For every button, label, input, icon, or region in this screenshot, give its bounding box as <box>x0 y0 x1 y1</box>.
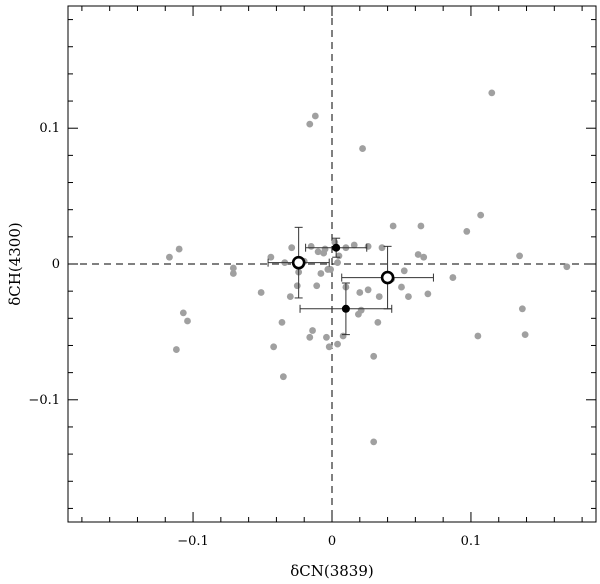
data-point <box>350 241 358 249</box>
data-point <box>166 253 173 261</box>
data-point <box>356 289 364 296</box>
y-tick-label: 0.1 <box>39 121 60 136</box>
data-point <box>414 251 422 258</box>
data-point <box>334 259 341 267</box>
data-point <box>334 340 341 348</box>
x-tick-label: −0.1 <box>177 534 209 549</box>
data-point <box>364 242 372 250</box>
tick-labels: −0.1 0 0.1 −0.1 0 0.1 <box>28 121 481 549</box>
data-point <box>364 286 372 294</box>
data-point <box>417 222 425 230</box>
mean-point-open <box>291 255 306 270</box>
data-point <box>184 317 191 325</box>
data-point <box>375 293 383 300</box>
data-point <box>175 245 183 253</box>
data-point <box>293 282 301 290</box>
data-point <box>306 120 314 128</box>
data-point <box>400 267 408 275</box>
data-point <box>327 266 335 273</box>
data-point <box>488 89 496 97</box>
y-tick-label: −0.1 <box>28 393 60 408</box>
data-point <box>314 248 322 256</box>
data-point <box>370 352 378 360</box>
mean-point-open <box>380 270 395 285</box>
y-tick-label: 0 <box>52 257 60 272</box>
data-point <box>516 252 523 260</box>
data-point <box>278 318 286 326</box>
data-point <box>389 222 397 230</box>
x-tick-label: 0 <box>328 534 336 549</box>
data-point <box>374 318 382 326</box>
data-point <box>325 343 333 351</box>
data-point <box>420 253 428 261</box>
data-point <box>359 145 366 152</box>
data-point <box>463 228 471 235</box>
data-point <box>309 327 316 334</box>
data-point <box>518 305 526 313</box>
data-point <box>267 253 275 261</box>
data-point <box>405 293 412 300</box>
data-point <box>357 306 365 314</box>
data-point <box>398 283 405 291</box>
data-point <box>521 331 529 339</box>
data-point <box>179 309 187 317</box>
data-point <box>477 211 485 219</box>
data-point <box>229 264 237 272</box>
data-point <box>378 244 386 252</box>
data-point <box>313 282 321 290</box>
data-point <box>279 373 287 381</box>
mean-point <box>341 304 350 313</box>
data-points <box>166 89 571 446</box>
y-axis-label: δCH(4300) <box>6 222 24 305</box>
reference-lines <box>68 6 596 522</box>
data-point <box>311 112 319 120</box>
mean-point <box>332 243 341 252</box>
x-tick-label: 0.1 <box>461 534 482 549</box>
data-point <box>306 333 314 341</box>
data-point <box>270 343 278 351</box>
data-point <box>257 289 265 296</box>
data-point <box>449 274 457 281</box>
data-point <box>474 332 482 340</box>
data-point <box>563 263 571 271</box>
data-point <box>323 333 330 341</box>
data-point <box>288 244 296 252</box>
data-point <box>286 293 294 300</box>
data-point <box>229 270 237 277</box>
data-point <box>317 270 325 277</box>
data-point <box>424 290 432 298</box>
data-point <box>172 346 180 353</box>
data-point <box>320 249 328 257</box>
data-point <box>307 242 315 250</box>
x-axis-label: δCN(3839) <box>290 562 374 580</box>
data-point <box>370 438 378 446</box>
